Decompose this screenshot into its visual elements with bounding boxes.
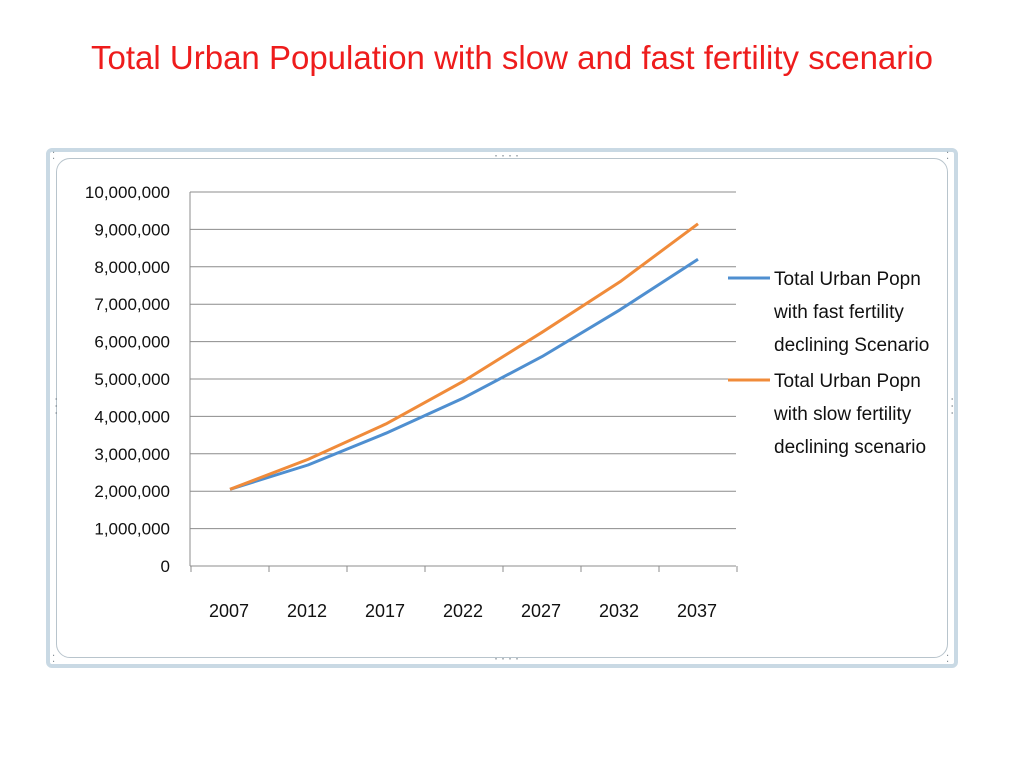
legend-label: Total Urban Popn	[774, 269, 921, 290]
slide-title: Total Urban Population with slow and fas…	[91, 39, 933, 76]
resize-handle-bottom[interactable]: ····	[493, 654, 522, 665]
y-tick-label: 0	[161, 557, 170, 576]
resize-handle-top-right[interactable]: ⁚	[946, 151, 951, 162]
y-tick-label: 2,000,000	[94, 482, 170, 501]
x-tick-label: 2017	[365, 601, 405, 621]
chart-area	[56, 158, 948, 658]
resize-handle-top-left[interactable]: ⁚	[52, 151, 57, 162]
legend-label: with slow fertility	[773, 404, 912, 425]
legend-label: Total Urban Popn	[774, 371, 921, 392]
resize-handle-left[interactable]: ···	[50, 396, 61, 418]
x-tick-label: 2032	[599, 601, 639, 621]
y-tick-label: 3,000,000	[94, 445, 170, 464]
resize-handle-bottom-left[interactable]: ⁚	[52, 654, 57, 665]
series-line-slow-fertility	[229, 222, 699, 491]
y-tick-label: 9,000,000	[94, 220, 170, 239]
y-tick-label: 6,000,000	[94, 333, 170, 352]
x-tick-label: 2022	[443, 601, 483, 621]
x-tick-label: 2012	[287, 601, 327, 621]
x-tick-label: 2027	[521, 601, 561, 621]
y-tick-label: 8,000,000	[94, 258, 170, 277]
x-tick-label: 2037	[677, 601, 717, 621]
y-tick-label: 5,000,000	[94, 370, 170, 389]
chart-frame[interactable]: ···· ···· ··· ··· ⁚ ⁚ ⁚ ⁚	[46, 148, 958, 668]
y-tick-label: 7,000,000	[94, 295, 170, 314]
resize-handle-top[interactable]: ····	[493, 151, 522, 162]
legend-label: declining Scenario	[774, 335, 929, 356]
series-line-fast-fertility	[229, 258, 699, 491]
y-tick-label: 10,000,000	[85, 183, 170, 202]
legend-label: declining scenario	[774, 437, 926, 458]
y-tick-label: 4,000,000	[94, 407, 170, 426]
resize-handle-right[interactable]: ···	[946, 396, 957, 418]
legend-label: with fast fertility	[773, 302, 904, 323]
x-tick-label: 2007	[209, 601, 249, 621]
resize-handle-bottom-right[interactable]: ⁚	[946, 654, 951, 665]
y-tick-label: 1,000,000	[94, 520, 170, 539]
